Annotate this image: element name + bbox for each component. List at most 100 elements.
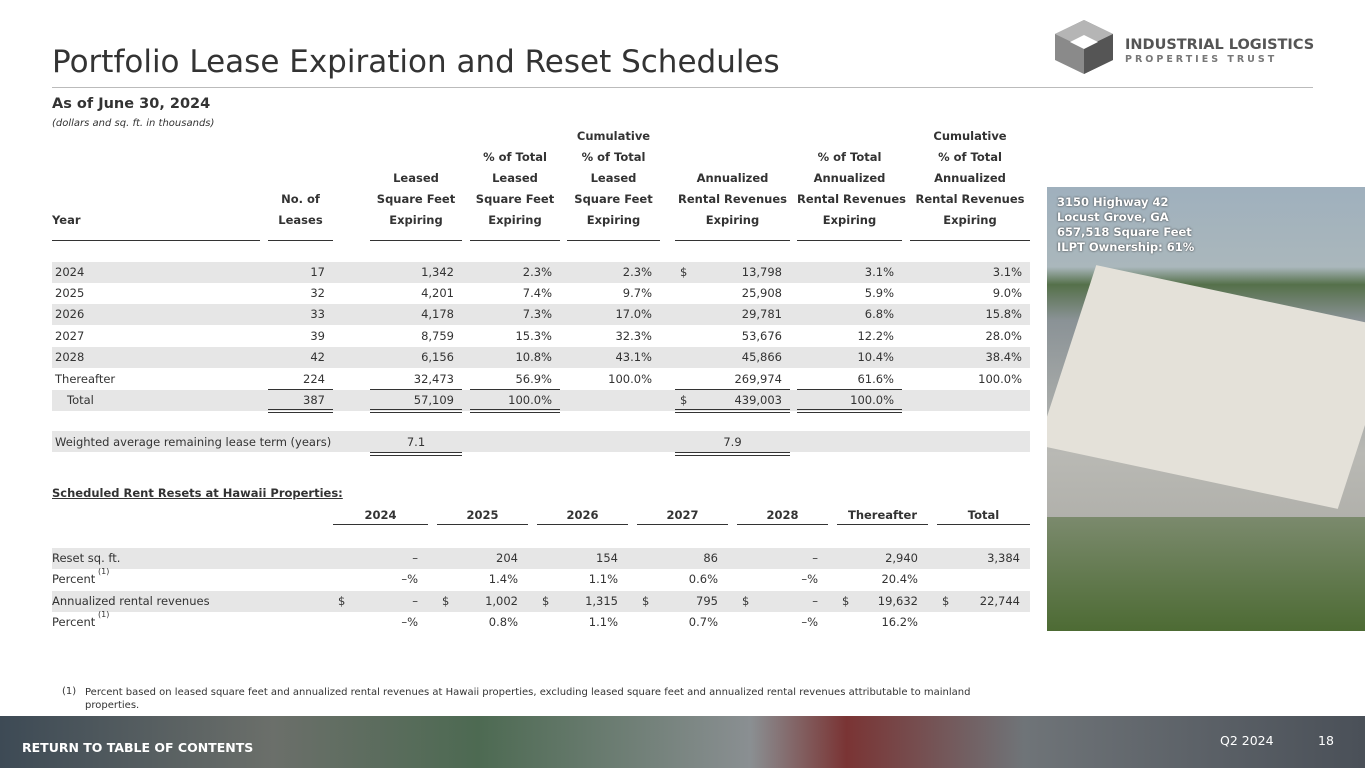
period: Q2 2024 bbox=[1220, 733, 1274, 748]
cell: 795 bbox=[696, 594, 718, 608]
currency: $ bbox=[442, 594, 450, 608]
column-header: Expiring bbox=[586, 213, 641, 227]
total-rule bbox=[675, 452, 790, 456]
cell: 1.1% bbox=[588, 615, 618, 629]
cell: 38.4% bbox=[985, 350, 1022, 364]
column-header: Cumulative bbox=[933, 129, 1007, 143]
cell: 7.4% bbox=[522, 286, 552, 300]
warehouse-roof bbox=[1047, 265, 1365, 509]
logo-name: INDUSTRIAL LOGISTICS bbox=[1125, 37, 1315, 53]
total-rule bbox=[797, 409, 902, 413]
cell: – bbox=[412, 551, 418, 565]
cell: 17 bbox=[310, 265, 325, 279]
cell: 4,178 bbox=[421, 307, 454, 321]
currency: $ bbox=[942, 594, 950, 608]
logo-mark bbox=[1055, 20, 1113, 74]
column-header: % of Total bbox=[483, 150, 547, 164]
cell: 2.3% bbox=[622, 265, 652, 279]
column-header: No. of bbox=[281, 192, 320, 206]
cell: 33 bbox=[310, 307, 325, 321]
cell: 8,759 bbox=[421, 329, 454, 343]
subtotal-rule bbox=[470, 389, 560, 390]
column-header: Square Feet bbox=[376, 192, 456, 206]
column-header: 2024 bbox=[364, 508, 397, 522]
column-header: Rental Revenues bbox=[677, 192, 787, 206]
row-label: Thereafter bbox=[55, 372, 116, 386]
unit-note: (dollars and sq. ft. in thousands) bbox=[52, 118, 215, 129]
column-header: Cumulative bbox=[576, 129, 651, 143]
cell: 7.9 bbox=[723, 435, 742, 449]
cell: 19,632 bbox=[877, 594, 918, 608]
row-band bbox=[52, 548, 1030, 569]
cell: 29,781 bbox=[741, 307, 782, 321]
photo-caption: Locust Grove, GA bbox=[1057, 210, 1169, 224]
total-rule bbox=[370, 409, 462, 413]
cell: 20.4% bbox=[881, 572, 918, 586]
cell: 57,109 bbox=[413, 393, 454, 407]
cell: 100.0% bbox=[608, 372, 652, 386]
cell: 6,156 bbox=[421, 350, 454, 364]
total-rule bbox=[370, 452, 462, 456]
total-rule bbox=[675, 409, 790, 413]
row-label: Weighted average remaining lease term (y… bbox=[55, 435, 332, 449]
cell: 32,473 bbox=[413, 372, 454, 386]
column-header: Annualized bbox=[696, 171, 769, 185]
currency: $ bbox=[338, 594, 346, 608]
column-header: Rental Revenues bbox=[915, 192, 1025, 206]
cell: 42 bbox=[310, 350, 325, 364]
subtotal-rule bbox=[797, 389, 902, 390]
cell: 100.0% bbox=[508, 393, 552, 407]
header-rule bbox=[370, 240, 462, 241]
cell: 15.8% bbox=[985, 307, 1022, 321]
cell: – bbox=[812, 551, 818, 565]
footer-band bbox=[0, 716, 1365, 768]
column-header: Rental Revenues bbox=[797, 192, 907, 206]
cell: 56.9% bbox=[515, 372, 552, 386]
cell: 387 bbox=[303, 393, 325, 407]
row-label: 2028 bbox=[55, 350, 85, 364]
column-header: Expiring bbox=[705, 213, 760, 227]
row-band bbox=[52, 262, 1030, 283]
column-header: % of Total bbox=[817, 150, 882, 164]
cell: 9.7% bbox=[622, 286, 652, 300]
subtotal-rule bbox=[675, 389, 790, 390]
lawn bbox=[1047, 517, 1365, 631]
cell: 12.2% bbox=[857, 329, 894, 343]
cell: 25,908 bbox=[741, 286, 782, 300]
cell: 1,315 bbox=[585, 594, 618, 608]
row-label: 2027 bbox=[55, 329, 85, 343]
column-header: Leased bbox=[590, 171, 637, 185]
header-rule bbox=[537, 524, 628, 525]
header-rule bbox=[910, 240, 1030, 241]
currency: $ bbox=[680, 265, 688, 279]
column-header: 2028 bbox=[766, 508, 799, 522]
currency: $ bbox=[742, 594, 750, 608]
cell: 204 bbox=[496, 551, 518, 565]
photo-caption: 3150 Highway 42 bbox=[1057, 195, 1169, 209]
cell: 0.6% bbox=[688, 572, 718, 586]
cell: 0.8% bbox=[488, 615, 518, 629]
cell: 13,798 bbox=[741, 265, 782, 279]
row-label: Percent bbox=[52, 572, 96, 586]
cell: 3.1% bbox=[992, 265, 1022, 279]
subtotal-rule bbox=[268, 389, 333, 390]
cell: 269,974 bbox=[734, 372, 782, 386]
toc-link[interactable]: RETURN TO TABLE OF CONTENTS bbox=[22, 740, 254, 755]
cell: 10.8% bbox=[515, 350, 552, 364]
cell: 9.0% bbox=[992, 286, 1022, 300]
header-rule bbox=[637, 524, 728, 525]
footnote-text: Percent based on leased square feet and … bbox=[85, 687, 971, 711]
cell: 53,676 bbox=[741, 329, 782, 343]
slide-title: Portfolio Lease Expiration and Reset Sch… bbox=[52, 44, 780, 80]
header-rule bbox=[937, 524, 1030, 525]
row-label: 2025 bbox=[55, 286, 85, 300]
cell: 45,866 bbox=[741, 350, 782, 364]
cell: 1,342 bbox=[421, 265, 454, 279]
cell: 1.4% bbox=[488, 572, 518, 586]
cell: – bbox=[812, 594, 818, 608]
table-title: Scheduled Rent Resets at Hawaii Properti… bbox=[52, 486, 343, 500]
header-rule bbox=[52, 240, 260, 241]
row-band bbox=[52, 347, 1030, 368]
cell: 2.3% bbox=[522, 265, 552, 279]
header-rule bbox=[837, 524, 928, 525]
